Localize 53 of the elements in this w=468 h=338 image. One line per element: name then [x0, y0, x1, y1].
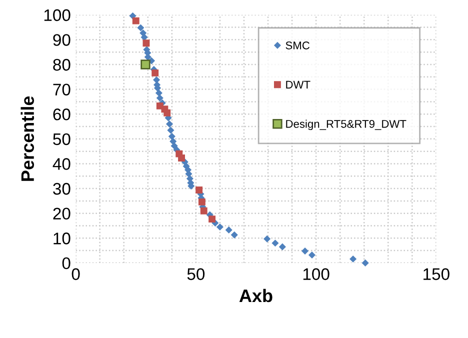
point — [130, 12, 136, 20]
y-tick-label: 50 — [53, 133, 70, 146]
point — [132, 17, 140, 24]
point — [308, 252, 316, 258]
y-tick-label: 20 — [53, 208, 70, 220]
point — [226, 226, 232, 234]
legend-label: SMC — [286, 41, 310, 50]
point — [231, 232, 238, 238]
point — [144, 54, 152, 60]
point — [362, 260, 369, 266]
legend-label: DWT — [286, 80, 310, 88]
point — [264, 236, 270, 242]
point — [198, 198, 206, 206]
point — [171, 142, 178, 150]
point — [196, 186, 203, 194]
y-tick-label: 80 — [53, 58, 70, 71]
point — [142, 40, 150, 47]
point — [152, 69, 159, 76]
point — [164, 109, 171, 116]
y-tick-label: 30 — [53, 182, 70, 195]
point — [140, 60, 150, 70]
point — [350, 256, 356, 262]
point — [200, 207, 208, 214]
x-tick-label: 0 — [72, 268, 80, 280]
point — [208, 216, 216, 223]
point — [167, 126, 174, 134]
point — [170, 138, 176, 145]
y-tick-label: 90 — [53, 34, 70, 46]
point — [141, 34, 148, 40]
point — [156, 90, 162, 96]
y-axis-title: Percentile — [20, 96, 34, 181]
point — [216, 224, 224, 230]
point — [153, 76, 160, 84]
x-tick-label: 150 — [424, 268, 450, 280]
y-tick-label: 0 — [62, 257, 70, 270]
point — [178, 154, 185, 162]
point — [279, 244, 286, 250]
x-tick-label: 100 — [303, 268, 330, 280]
point — [137, 24, 144, 32]
y-tick-label: 70 — [53, 84, 70, 96]
point — [272, 240, 278, 246]
point — [156, 94, 164, 102]
legend-label: Design_RT5&RT9_DWT — [286, 120, 406, 130]
x-axis-title: Axb — [239, 288, 272, 302]
y-tick-label: 100 — [44, 9, 70, 22]
y-tick-label: 60 — [53, 108, 70, 120]
point — [168, 133, 176, 140]
y-tick-label: 10 — [54, 232, 70, 244]
y-tick-label: 40 — [52, 158, 70, 170]
point — [166, 120, 173, 128]
x-tick-label: 50 — [187, 268, 205, 280]
point — [185, 170, 192, 178]
point — [302, 248, 308, 254]
